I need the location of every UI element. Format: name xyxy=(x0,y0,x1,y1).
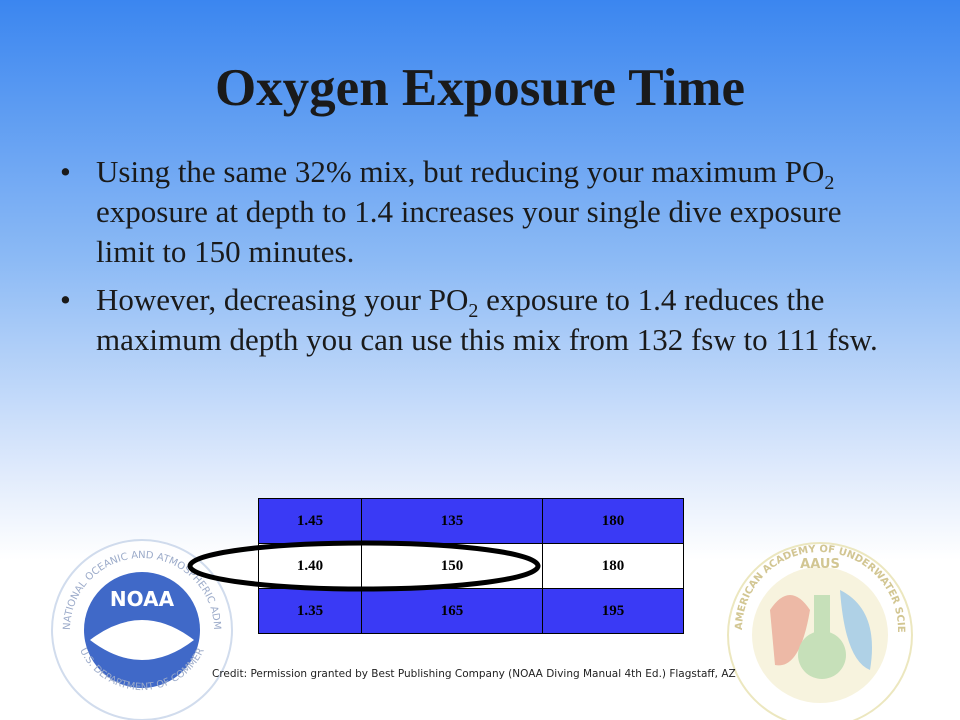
table-cell: 180 xyxy=(542,543,684,589)
subscript: 2 xyxy=(468,300,479,323)
bullet-text: exposure to 1.4 reduces the maximum dept… xyxy=(96,282,878,357)
table-cell: 165 xyxy=(361,588,543,634)
table-cell: 150 xyxy=(361,543,543,589)
table-cell: 195 xyxy=(542,588,684,634)
noaa-name: NOAA xyxy=(110,587,175,611)
bullet-list: Using the same 32% mix, but reducing you… xyxy=(60,152,890,368)
bullet-text: Using the same 32% mix, but reducing you… xyxy=(96,154,825,189)
logos: NOAA NATIONAL OCEANIC AND ATMOSPHERIC AD… xyxy=(0,480,913,720)
bullet: However, decreasing your PO2 exposure to… xyxy=(60,280,890,360)
bullet-text: However, decreasing your PO xyxy=(96,282,469,317)
subscript: 2 xyxy=(824,172,835,195)
slide-title: Oxygen Exposure Time xyxy=(214,59,746,117)
table-cell: 180 xyxy=(542,498,684,544)
table-row: 1.35 165 195 xyxy=(258,588,684,634)
aaus-name: AAUS xyxy=(800,557,840,572)
table-cell: 1.40 xyxy=(258,543,362,589)
table-cell: 135 xyxy=(361,498,543,544)
credit: Credit: Permission granted by Best Publi… xyxy=(212,668,736,680)
table-cell: 1.45 xyxy=(258,498,362,544)
table-row: 1.45 135 180 xyxy=(258,498,684,544)
table-cell: 1.35 xyxy=(258,588,362,634)
bullet: Using the same 32% mix, but reducing you… xyxy=(60,152,890,272)
noaa-logo: NOAA NATIONAL OCEANIC AND ATMOSPHERIC AD… xyxy=(0,480,233,720)
bullet-text: exposure at depth to 1.4 increases your … xyxy=(96,194,842,269)
table-row: 1.40 150 180 xyxy=(258,543,684,589)
exposure-table: 1.45 135 180 1.40 150 180 1.35 165 195 xyxy=(258,498,684,634)
